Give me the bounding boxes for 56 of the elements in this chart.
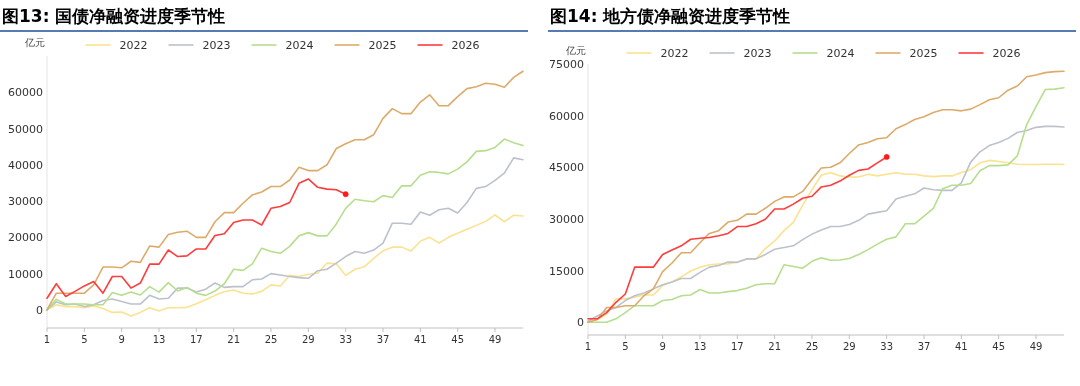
chart-title: 图14: 地方债净融资进度季节性 xyxy=(550,6,791,26)
line-series xyxy=(46,214,524,317)
legend-label: 2023 xyxy=(743,47,772,60)
legend-label: 2024 xyxy=(826,47,855,60)
y-tick-label: 75000 xyxy=(549,58,584,71)
legend-label: 2026 xyxy=(451,39,480,52)
y-tick-label: 30000 xyxy=(549,212,584,226)
x-tick-label: 41 xyxy=(954,341,968,352)
legend-label: 2025 xyxy=(368,39,397,52)
x-tick-label: 17 xyxy=(189,334,203,345)
y-tick-label: 15000 xyxy=(549,264,584,278)
chart-title: 图13: 国债净融资进度季节性 xyxy=(2,6,226,26)
legend-label: 2022 xyxy=(119,39,148,52)
y-tick-label: 10000 xyxy=(8,267,43,281)
x-tick-label: 13 xyxy=(152,334,166,345)
x-tick-label: 9 xyxy=(659,341,666,352)
legend-label: 2023 xyxy=(202,39,231,52)
y-tick-label: 20000 xyxy=(8,231,43,245)
x-tick-label: 49 xyxy=(1029,341,1043,352)
x-tick-label: 1 xyxy=(43,334,51,345)
y-tick-label: 50000 xyxy=(8,122,43,136)
y-tick-label: 45000 xyxy=(549,161,584,175)
x-tick-label: 25 xyxy=(805,341,819,352)
x-tick-label: 45 xyxy=(451,334,465,345)
line-series xyxy=(46,70,524,311)
x-tick-label: 33 xyxy=(880,341,894,352)
x-tick-label: 33 xyxy=(339,334,353,345)
x-tick-label: 5 xyxy=(622,341,629,352)
y-tick-label: 60000 xyxy=(8,86,43,100)
y-tick-label: 40000 xyxy=(8,158,43,172)
x-tick-label: 13 xyxy=(693,341,707,352)
y-tick-label: 0 xyxy=(577,316,584,330)
legend-label: 2022 xyxy=(660,47,689,60)
x-tick-label: 49 xyxy=(488,334,502,345)
legend-label: 2025 xyxy=(909,47,938,60)
x-tick-label: 29 xyxy=(301,334,315,345)
y-tick-label: 0 xyxy=(36,303,43,317)
y-tick-label: 60000 xyxy=(549,109,584,123)
line-series xyxy=(587,125,1065,323)
x-tick-label: 45 xyxy=(992,341,1006,352)
x-tick-label: 37 xyxy=(376,334,390,345)
legend-label: 2024 xyxy=(285,39,314,52)
x-tick-label: 29 xyxy=(842,341,856,352)
x-tick-label: 21 xyxy=(227,334,241,345)
y-axis-title: 亿元 xyxy=(24,37,45,48)
x-tick-label: 21 xyxy=(768,341,782,352)
x-tick-label: 25 xyxy=(264,334,278,345)
y-tick-label: 30000 xyxy=(8,195,43,209)
x-tick-label: 9 xyxy=(118,334,125,345)
x-tick-label: 5 xyxy=(81,334,88,345)
x-tick-label: 1 xyxy=(584,341,592,352)
x-tick-label: 41 xyxy=(413,334,427,345)
legend-label: 2026 xyxy=(992,47,1021,60)
x-tick-label: 17 xyxy=(730,341,744,352)
y-axis-title: 亿元 xyxy=(565,45,586,56)
x-tick-label: 37 xyxy=(917,341,931,352)
